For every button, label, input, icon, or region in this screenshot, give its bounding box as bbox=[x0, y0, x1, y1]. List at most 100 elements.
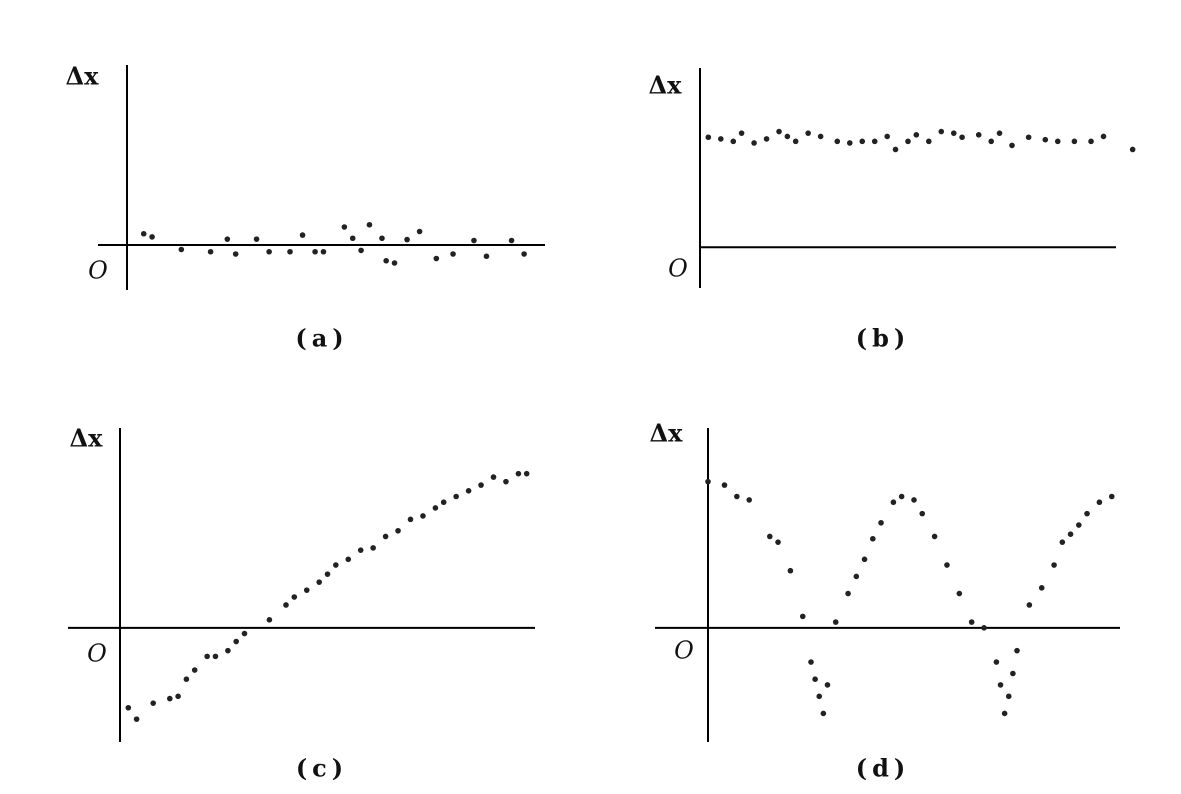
point bbox=[453, 493, 459, 500]
point bbox=[1059, 539, 1066, 545]
point bbox=[730, 138, 737, 145]
point bbox=[805, 130, 811, 136]
point bbox=[898, 493, 905, 500]
point bbox=[345, 556, 352, 563]
point bbox=[133, 716, 140, 722]
point bbox=[1054, 138, 1061, 145]
point bbox=[705, 478, 711, 485]
point bbox=[1042, 136, 1049, 143]
point bbox=[125, 704, 132, 711]
point bbox=[349, 235, 356, 242]
point bbox=[997, 682, 1004, 688]
point bbox=[996, 130, 1003, 136]
point bbox=[465, 488, 472, 494]
point bbox=[1010, 670, 1016, 677]
point bbox=[266, 248, 272, 255]
point bbox=[191, 667, 198, 673]
point bbox=[738, 130, 745, 136]
point bbox=[478, 482, 484, 488]
point bbox=[212, 653, 219, 660]
point bbox=[799, 613, 806, 620]
point bbox=[845, 590, 851, 597]
point bbox=[956, 590, 963, 597]
point bbox=[207, 248, 214, 255]
point bbox=[266, 617, 273, 623]
point bbox=[433, 255, 440, 262]
point bbox=[763, 136, 770, 142]
point bbox=[705, 134, 712, 141]
point bbox=[938, 128, 945, 135]
point bbox=[944, 562, 950, 568]
point bbox=[787, 567, 794, 574]
point bbox=[884, 133, 890, 140]
point bbox=[432, 505, 439, 511]
point bbox=[1100, 133, 1107, 140]
point bbox=[225, 647, 231, 654]
point bbox=[1026, 602, 1033, 608]
point bbox=[784, 133, 791, 140]
point bbox=[1001, 710, 1008, 717]
point bbox=[767, 533, 773, 540]
point bbox=[834, 138, 841, 145]
point bbox=[820, 710, 827, 717]
y-axis-label: Δx bbox=[649, 71, 683, 100]
point bbox=[1108, 493, 1115, 500]
point bbox=[890, 499, 897, 506]
point bbox=[241, 630, 248, 637]
point bbox=[312, 248, 318, 255]
point bbox=[975, 132, 982, 138]
point bbox=[358, 247, 364, 254]
point bbox=[167, 695, 173, 702]
caption: (c) bbox=[296, 754, 348, 783]
point bbox=[1096, 499, 1103, 506]
point bbox=[521, 251, 527, 257]
point bbox=[746, 497, 752, 503]
point bbox=[183, 676, 190, 682]
point bbox=[1084, 510, 1090, 517]
point bbox=[253, 236, 260, 242]
point bbox=[233, 638, 239, 645]
point bbox=[232, 251, 239, 257]
point bbox=[357, 547, 364, 553]
point bbox=[299, 232, 306, 238]
point bbox=[870, 535, 876, 542]
point bbox=[824, 682, 831, 688]
point bbox=[341, 224, 348, 230]
point bbox=[792, 138, 799, 145]
point bbox=[926, 138, 932, 145]
point bbox=[950, 130, 957, 136]
point bbox=[931, 533, 938, 540]
point bbox=[919, 510, 926, 517]
point bbox=[846, 140, 853, 146]
point bbox=[776, 128, 782, 135]
point bbox=[775, 539, 781, 545]
point bbox=[291, 594, 298, 600]
point bbox=[853, 573, 860, 580]
point bbox=[523, 470, 530, 477]
point bbox=[383, 257, 389, 264]
y-axis-label: Δx bbox=[70, 424, 104, 453]
point bbox=[968, 619, 975, 625]
caption: (b) bbox=[856, 324, 911, 353]
point bbox=[859, 138, 866, 145]
point bbox=[1038, 585, 1045, 591]
point bbox=[734, 493, 740, 500]
point bbox=[959, 134, 965, 141]
point bbox=[832, 619, 839, 625]
point bbox=[407, 516, 414, 523]
point bbox=[913, 132, 920, 138]
point bbox=[366, 221, 373, 228]
point bbox=[871, 138, 878, 145]
point bbox=[333, 562, 339, 568]
point bbox=[1129, 146, 1136, 153]
caption: (a) bbox=[295, 324, 348, 353]
point bbox=[515, 470, 522, 477]
origin-label: O bbox=[88, 257, 108, 285]
point bbox=[149, 234, 155, 240]
point bbox=[450, 251, 456, 257]
point bbox=[370, 545, 376, 551]
point bbox=[224, 236, 231, 242]
point bbox=[1005, 693, 1012, 700]
point bbox=[490, 474, 497, 480]
